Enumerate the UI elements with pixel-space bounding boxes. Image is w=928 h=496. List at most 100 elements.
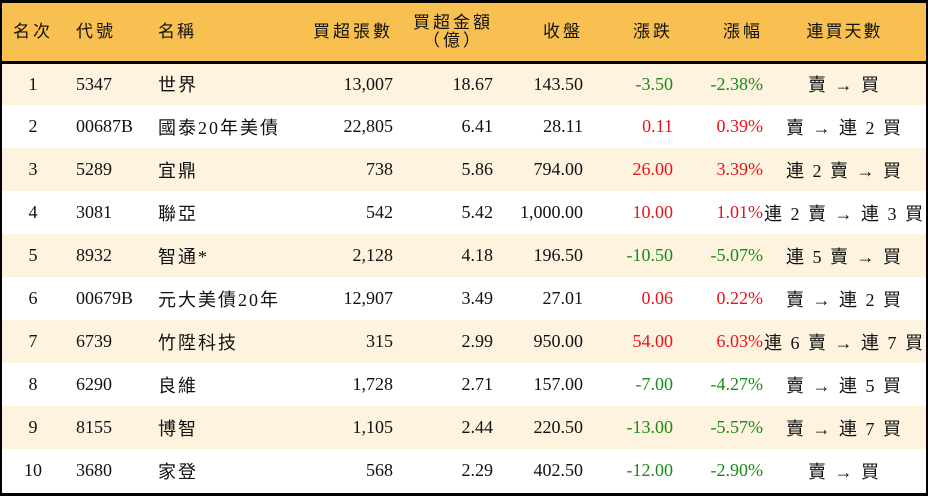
- net-buy-amount-cell: 18.67: [452, 73, 494, 94]
- change-pct-cell: 0.39%: [716, 116, 764, 136]
- header-net-buy-amount: 買超金額 （億）: [393, 3, 493, 64]
- change-cell: -7.00: [635, 374, 674, 394]
- change-pct-cell: 1.01%: [716, 202, 764, 222]
- change-pct-cell: 6.03%: [716, 331, 764, 351]
- header-net-buy-amount-unit: （億）: [423, 30, 483, 50]
- header-change-pct: 漲幅: [673, 3, 763, 64]
- close-price-cell: 220.50: [533, 417, 584, 437]
- name-cell: 宜鼎: [158, 160, 198, 181]
- name-cell: 家登: [158, 461, 198, 482]
- streak-cell: 賣 → 買: [808, 461, 881, 482]
- rank-cell: 4: [28, 202, 38, 222]
- header-net-buy-amount-line1: 買超金額: [413, 12, 493, 32]
- net-buy-ranking-table: 名次 代號 名稱 買超張數 買超金額 （億） 收盤 漲跌 漲幅 連買天數 1 53…: [2, 3, 926, 492]
- close-price-cell: 196.50: [533, 245, 584, 265]
- net-buy-lots-cell: 1,105: [352, 417, 394, 437]
- close-price-cell: 402.50: [533, 460, 584, 480]
- streak-cell: 連 2 賣 → 連 3 買: [764, 203, 925, 224]
- name-cell: 博智: [158, 418, 198, 439]
- close-price-cell: 27.01: [542, 288, 584, 308]
- code-cell: 3680: [76, 460, 112, 480]
- net-buy-amount-cell: 3.49: [461, 288, 494, 308]
- header-code: 代號: [64, 3, 158, 64]
- change-pct-cell: -5.07%: [710, 245, 764, 265]
- rank-cell: 7: [28, 331, 38, 351]
- header-net-buy-lots: 買超張數: [308, 3, 393, 64]
- code-cell: 8155: [76, 417, 112, 437]
- rank-cell: 5: [28, 245, 38, 265]
- name-cell: 智通*: [158, 246, 209, 267]
- streak-cell: 賣 → 連 5 買: [786, 375, 903, 396]
- change-cell: 54.00: [632, 331, 674, 351]
- change-pct-cell: -2.38%: [710, 73, 764, 94]
- streak-cell: 賣 → 連 2 買: [786, 289, 903, 310]
- change-pct-cell: 0.22%: [716, 288, 764, 308]
- rank-cell: 6: [28, 288, 38, 308]
- change-cell: -12.00: [626, 460, 674, 480]
- table-row: 9 8155 博智 1,105 2.44 220.50 -13.00 -5.57% 賣 → 連 …: [2, 406, 926, 449]
- code-cell: 6290: [76, 374, 112, 394]
- code-cell: 3081: [76, 202, 112, 222]
- code-cell: 8932: [76, 245, 112, 265]
- name-cell: 元大美債20年: [158, 289, 280, 310]
- code-cell: 5347: [76, 73, 112, 94]
- rank-cell: 2: [28, 116, 38, 136]
- table-row: 5 8932 智通* 2,128 4.18 196.50 -10.50 -5.07% 連 5 賣…: [2, 234, 926, 277]
- table-row: 4 3081 聯亞 542 5.42 1,000.00 10.00 1.01% 連 2 賣 → …: [2, 191, 926, 234]
- name-cell: 竹陞科技: [158, 332, 238, 353]
- header-close: 收盤: [493, 3, 583, 64]
- close-price-cell: 1,000.00: [520, 202, 583, 222]
- header-name: 名稱: [158, 3, 308, 64]
- table-row: 3 5289 宜鼎 738 5.86 794.00 26.00 3.39% 連 2 賣 → 買: [2, 148, 926, 191]
- table-row: 7 6739 竹陞科技 315 2.99 950.00 54.00 6.03% 連 6 賣 → …: [2, 320, 926, 363]
- net-buy-lots-cell: 13,007: [343, 73, 394, 94]
- streak-cell: 賣 → 連 2 買: [786, 117, 903, 138]
- change-pct-cell: -2.90%: [710, 460, 764, 480]
- close-price-cell: 950.00: [533, 331, 584, 351]
- net-buy-lots-cell: 22,805: [343, 116, 394, 136]
- change-pct-cell: -5.57%: [710, 417, 764, 437]
- table-row: 6 00679B 元大美債20年 12,907 3.49 27.01 0.06 0.22% 賣 …: [2, 277, 926, 320]
- rank-cell: 10: [24, 460, 42, 480]
- net-buy-amount-cell: 6.41: [461, 116, 494, 136]
- net-buy-lots-cell: 568: [366, 460, 393, 480]
- header-change: 漲跌: [583, 3, 673, 64]
- net-buy-amount-cell: 2.99: [461, 331, 494, 351]
- code-cell: 5289: [76, 159, 112, 179]
- net-buy-lots-cell: 12,907: [343, 288, 394, 308]
- change-cell: -13.00: [626, 417, 674, 437]
- table-row: 8 6290 良維 1,728 2.71 157.00 -7.00 -4.27% 賣 → 連 5…: [2, 363, 926, 406]
- streak-cell: 賣 → 買: [808, 75, 881, 96]
- net-buy-amount-cell: 4.18: [461, 245, 494, 265]
- name-cell: 世界: [158, 75, 198, 96]
- change-pct-cell: 3.39%: [716, 159, 764, 179]
- net-buy-amount-cell: 2.44: [461, 417, 494, 437]
- streak-cell: 賣 → 連 7 買: [786, 418, 903, 439]
- net-buy-amount-cell: 5.42: [461, 202, 494, 222]
- table-row: 2 00687B 國泰20年美債 22,805 6.41 28.11 0.11 0.39% 賣 …: [2, 105, 926, 148]
- change-cell: 0.11: [642, 116, 673, 136]
- name-cell: 聯亞: [158, 203, 198, 224]
- close-price-cell: 157.00: [533, 374, 584, 394]
- net-buy-amount-cell: 2.29: [461, 460, 494, 480]
- table-body: 1 5347 世界 13,007 18.67 143.50 -3.50 -2.38% 賣 → 買…: [2, 62, 926, 492]
- net-buy-lots-cell: 738: [366, 159, 393, 179]
- net-buy-lots-cell: 2,128: [352, 245, 394, 265]
- rank-cell: 1: [28, 73, 38, 94]
- close-price-cell: 794.00: [533, 159, 584, 179]
- table-header: 名次 代號 名稱 買超張數 買超金額 （億） 收盤 漲跌 漲幅 連買天數: [2, 3, 926, 64]
- rank-cell: 8: [28, 374, 38, 394]
- change-cell: 26.00: [632, 159, 674, 179]
- header-streak: 連買天數: [763, 3, 926, 64]
- net-buy-amount-cell: 5.86: [461, 159, 494, 179]
- name-cell: 良維: [158, 375, 198, 396]
- net-buy-lots-cell: 1,728: [352, 374, 394, 394]
- header-rank: 名次: [2, 3, 64, 64]
- table-row: 1 5347 世界 13,007 18.67 143.50 -3.50 -2.38% 賣 → 買: [2, 62, 926, 105]
- name-cell: 國泰20年美債: [158, 117, 280, 138]
- code-cell: 00687B: [76, 116, 134, 136]
- code-cell: 6739: [76, 331, 112, 351]
- net-buy-amount-cell: 2.71: [461, 374, 494, 394]
- streak-cell: 連 6 賣 → 連 7 買: [764, 332, 925, 353]
